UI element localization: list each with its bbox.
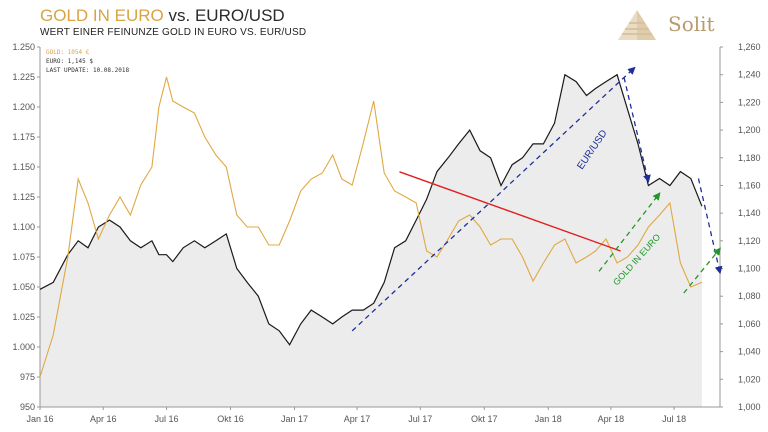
left-tick-label: 1.025 xyxy=(12,312,35,322)
chart-header: GOLD IN EURO vs. EURO/USD WERT EINER FEI… xyxy=(40,6,306,38)
right-tick-label: 1,180 xyxy=(738,153,761,163)
right-tick-label: 1,080 xyxy=(738,291,761,301)
legend-update: LAST UPDATE: 10.08.2018 xyxy=(46,67,130,74)
right-tick-label: 1,260 xyxy=(738,42,761,52)
right-tick-label: 1,200 xyxy=(738,125,761,135)
euro-area-fill xyxy=(40,74,702,407)
x-tick-label: Okt 17 xyxy=(471,414,498,424)
x-tick-label: Apr 18 xyxy=(598,414,625,424)
right-tick-label: 1,060 xyxy=(738,319,761,329)
title-gold-part: GOLD IN EURO xyxy=(40,6,164,25)
x-tick-label: Okt 16 xyxy=(217,414,244,424)
x-tick-label: Jan 17 xyxy=(281,414,308,424)
logo-text: Solit xyxy=(668,12,715,36)
trendline-green-4 xyxy=(598,192,661,272)
x-tick-label: Jan 16 xyxy=(26,414,53,424)
x-tick-label: Jan 18 xyxy=(535,414,562,424)
x-tick-label: Jul 18 xyxy=(662,414,686,424)
chart-subtitle: WERT EINER FEINUNZE GOLD IN EURO VS. EUR… xyxy=(40,27,307,38)
title-vs: vs. xyxy=(168,6,191,25)
left-tick-label: 1.150 xyxy=(12,162,35,172)
title-euro-part: EURO/USD xyxy=(194,6,285,25)
x-tick-label: Jul 16 xyxy=(155,414,179,424)
legend-gold: GOLD: 1054 € xyxy=(46,49,90,56)
right-tick-label: 1,220 xyxy=(738,97,761,107)
solit-logo: Solit xyxy=(612,6,762,46)
euro-series-line xyxy=(39,73,703,346)
right-tick-label: 1,160 xyxy=(738,180,761,190)
left-tick-label: 1.050 xyxy=(12,282,35,292)
trendline-layer xyxy=(351,66,723,332)
left-tick-label: 1.125 xyxy=(12,192,35,202)
left-tick-label: 1.075 xyxy=(12,252,35,262)
axes-layer: 950 975 1.000 1.025 1.050 1.075 1.100 1.125 1.15… xyxy=(12,42,760,424)
chart-title: GOLD IN EURO vs. EURO/USD xyxy=(40,6,306,26)
right-tick-label: 1,100 xyxy=(738,264,761,274)
series-layer xyxy=(39,73,703,378)
x-tick-label: Apr 16 xyxy=(90,414,117,424)
right-tick-label: 1,020 xyxy=(738,374,761,384)
legend-box: GOLD: 1054 € EURO: 1,145 $ LAST UPDATE: … xyxy=(46,48,129,75)
trendline-green-5 xyxy=(683,247,721,294)
left-tick-label: 1.175 xyxy=(12,132,35,142)
right-tick-label: 1,240 xyxy=(738,70,761,80)
trendline-red-3 xyxy=(399,171,621,252)
legend-euro: EURO: 1,145 $ xyxy=(46,58,93,65)
x-tick-label: Apr 17 xyxy=(344,414,371,424)
left-tick-label: 1.250 xyxy=(12,42,35,52)
trendline-blue-0 xyxy=(351,66,636,332)
pyramid-icon xyxy=(618,10,656,40)
gold-series-line xyxy=(39,76,703,378)
left-tick-label: 950 xyxy=(20,402,35,412)
left-tick-label: 1.100 xyxy=(12,222,35,232)
right-tick-label: 1,120 xyxy=(738,236,761,246)
left-tick-label: 1.225 xyxy=(12,72,35,82)
right-tick-label: 1,040 xyxy=(738,347,761,357)
euro-area-layer xyxy=(40,74,702,407)
left-tick-label: 1.000 xyxy=(12,342,35,352)
right-tick-label: 1,140 xyxy=(738,208,761,218)
trendline-blue-2 xyxy=(697,178,723,275)
right-tick-label: 1,000 xyxy=(738,402,761,412)
left-tick-label: 1.200 xyxy=(12,102,35,112)
x-tick-label: Jul 17 xyxy=(408,414,432,424)
left-tick-label: 975 xyxy=(20,372,35,382)
